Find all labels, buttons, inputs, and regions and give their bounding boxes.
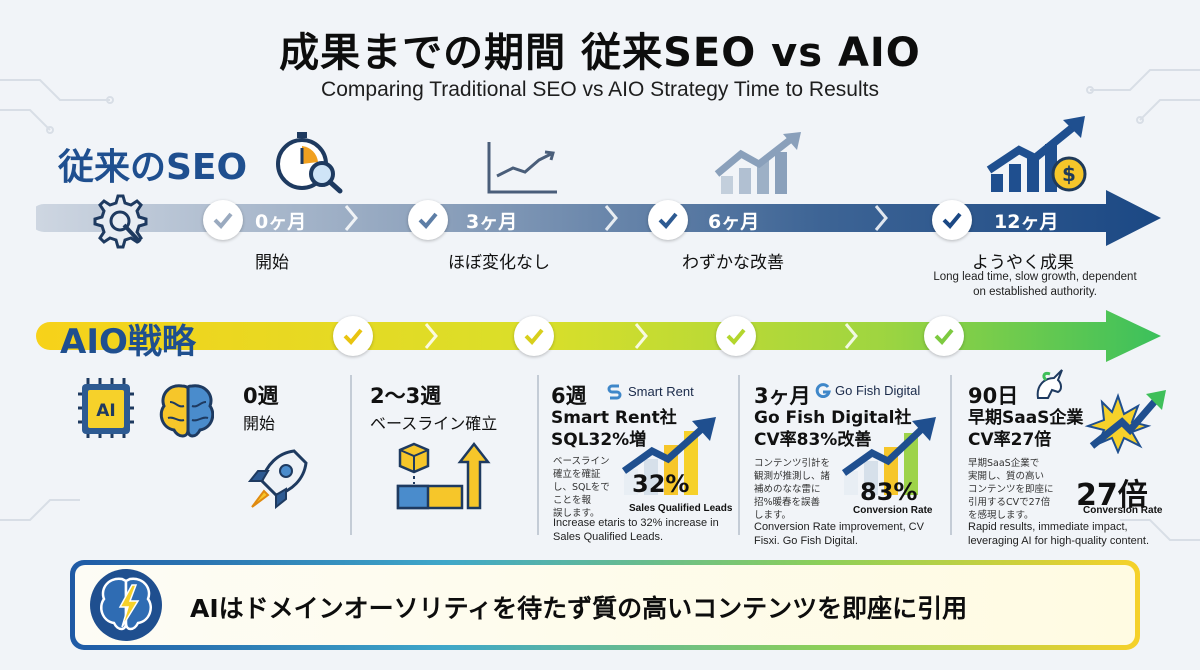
svg-text:$: $ (1062, 162, 1076, 186)
seo-check-0 (203, 200, 243, 240)
column-divider (537, 375, 539, 535)
svg-text:AI: AI (96, 401, 115, 421)
go-fish-icon (815, 383, 831, 398)
aio-sub-1: ベースライン確立 (370, 414, 498, 433)
go-fish-logo: Go Fish Digital (815, 382, 920, 398)
aio-tiny-4: 早期SaaS企業で 実開し、質の高い コンテンツを即座に 引用するCVで27倍 … (968, 458, 1054, 521)
aio-value-3: 83% (860, 478, 918, 506)
aio-time-4: 90日 (968, 384, 1019, 408)
ai-chip-brain-icon: AI (78, 378, 214, 438)
aio-value-4: 27倍 (1076, 478, 1148, 513)
aio-caption-3: Conversion Rate (853, 505, 933, 516)
rocket-icon (247, 449, 308, 510)
growth-dollar-icon: $ (986, 116, 1087, 192)
seo-time-2: 6ヶ月 (708, 211, 760, 233)
seo-time-0: 0ヶ月 (255, 211, 307, 233)
aio-section-label: AIO戦略 (60, 322, 196, 362)
column-divider (738, 375, 740, 535)
aio-note-3: Conversion Rate improvement, CV Fisxi. G… (754, 521, 924, 547)
gear-icon (93, 194, 148, 249)
aio-time-3: 3ヶ月 (754, 384, 811, 408)
check-icon (343, 328, 363, 345)
blocks-growth-icon (396, 441, 491, 510)
seo-check-3 (932, 200, 972, 240)
summary-banner-inner (75, 565, 1135, 645)
check-icon (658, 212, 678, 229)
check-icon (726, 328, 746, 345)
aio-caption-4: Conversion Rate (1083, 505, 1163, 516)
seo-time-1: 3ヶ月 (466, 211, 518, 233)
aio-head2-4: CV率27倍 (968, 430, 1052, 450)
growth-chart-icon (714, 132, 801, 194)
aio-head1-4: 早期SaaS企業 (968, 408, 1084, 428)
seo-desc-1: ほぼ変化なし (448, 253, 550, 273)
check-icon (524, 328, 544, 345)
aio-check-2 (514, 316, 554, 356)
seo-desc-2: わずかな改善 (682, 253, 784, 273)
seo-desc-0: 開始 (255, 253, 289, 273)
aio-time-0: 0週 (243, 384, 279, 408)
brand-name: Go Fish Digital (835, 382, 921, 398)
aio-sub-0: 開始 (243, 414, 276, 433)
aio-value-2: 32% (632, 470, 690, 498)
column-divider (350, 375, 352, 535)
aio-check-4 (924, 316, 964, 356)
seo-section-label: 従来のSEO (58, 147, 248, 188)
smart-rent-logo: Smart Rent (606, 382, 694, 400)
smart-rent-icon (607, 384, 622, 400)
check-icon (934, 328, 954, 345)
aio-timeline-arrow (36, 310, 1161, 362)
check-icon (213, 212, 233, 229)
aio-tiny-2: ベースライン 確立を確証 し、SQLをで ことを報 誤します。 (553, 456, 610, 519)
aio-head2-2: SQL32%増 (551, 430, 647, 450)
aio-caption-2: Sales Qualified Leads (629, 503, 733, 514)
growth-arrow-icon (621, 417, 716, 495)
page-title: 成果までの期間 従来SEO vs AIO (279, 30, 921, 76)
burst-arrow-icon (1084, 390, 1166, 454)
aio-check-1 (333, 316, 373, 356)
seo-check-1 (408, 200, 448, 240)
growth-arrow-icon (841, 417, 936, 495)
aio-head2-3: CV率83%改善 (754, 430, 872, 450)
aio-note-4: Rapid results, immediate impact, leverag… (968, 521, 1150, 547)
aio-head1-2: Smart Rent社 (551, 408, 677, 428)
unicorn-icon (1036, 369, 1063, 399)
seo-check-2 (648, 200, 688, 240)
aio-time-1: 2〜3週 (370, 384, 442, 408)
aio-note-2: Increase etaris to 32% increase in Sales… (553, 517, 719, 543)
page-subtitle: Comparing Traditional SEO vs AIO Strateg… (321, 78, 879, 101)
brand-name: Smart Rent (628, 383, 694, 399)
summary-banner (70, 560, 1140, 650)
check-icon (418, 212, 438, 229)
seo-timeline-arrow (36, 190, 1161, 246)
check-icon (942, 212, 962, 229)
aio-tiny-3: コンテンツ引計を 観測が推測し、諸 補めのなな雷に 招%暖春を誤善 します。 (754, 458, 831, 521)
flat-chart-icon (487, 142, 557, 194)
seo-desc-3: ようやく成果 (972, 253, 1074, 273)
seo-time-3: 12ヶ月 (994, 211, 1059, 233)
aio-check-3 (716, 316, 756, 356)
summary-banner-text: AIはドメインオーソリティを待たず質の高いコンテンツを即座に引用 (190, 594, 968, 623)
stopwatch-icon (276, 132, 343, 194)
brain-lightning-icon (90, 569, 162, 641)
column-divider (950, 375, 952, 535)
aio-time-2: 6週 (551, 384, 587, 408)
aio-head1-3: Go Fish Digital社 (754, 408, 912, 428)
seo-note: Long lead time, slow growth, dependent o… (933, 271, 1137, 298)
